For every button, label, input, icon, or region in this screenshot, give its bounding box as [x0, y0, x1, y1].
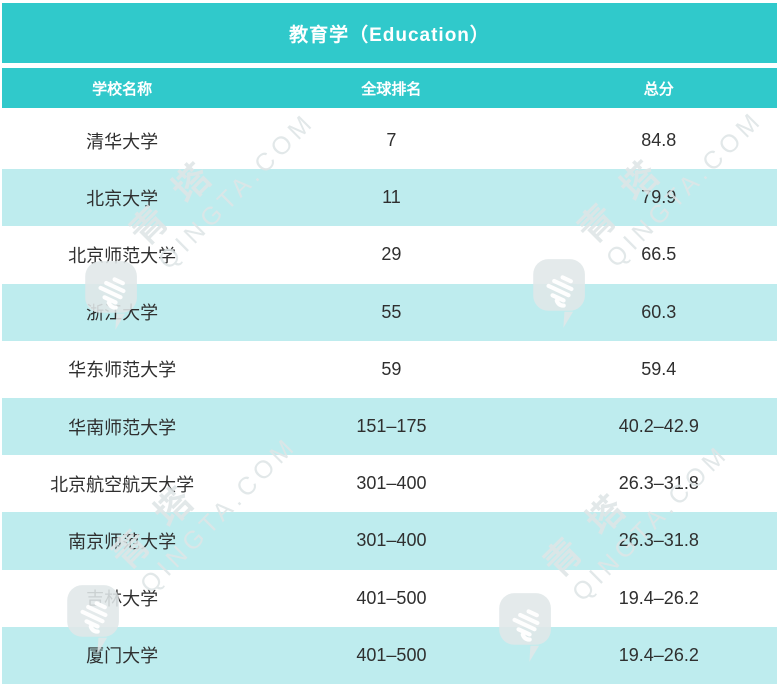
column-header-school-name: 学校名称 — [92, 80, 153, 98]
cell-school-name: 南京师范大学 — [68, 531, 177, 552]
cell-global-rank: 11 — [382, 187, 401, 208]
table-row: 浙江大学 55 60.3 — [2, 283, 777, 341]
cell-school-name: 厦门大学 — [86, 646, 159, 667]
cell-school-name: 北京航空航天大学 — [50, 474, 195, 495]
cell-global-rank: 29 — [381, 244, 402, 265]
cell-school-name: 北京大学 — [86, 188, 159, 209]
table-row: 北京航空航天大学 301–400 26.3–31.8 — [2, 455, 777, 513]
table-row: 厦门大学 401–500 19.4–26.2 — [2, 626, 777, 684]
cell-school-name: 吉林大学 — [86, 589, 159, 610]
cell-global-rank: 401–500 — [356, 644, 427, 665]
cell-total-score: 19.4–26.2 — [618, 644, 699, 665]
cell-global-rank: 301–400 — [356, 530, 427, 551]
cell-global-rank: 7 — [386, 130, 397, 151]
cell-school-name: 清华大学 — [86, 131, 159, 152]
table-row: 华南师范大学 151–175 40.2–42.9 — [2, 397, 777, 456]
cell-global-rank: 55 — [381, 301, 402, 322]
cell-global-rank: 401–500 — [356, 587, 427, 608]
cell-school-name: 华东师范大学 — [68, 360, 177, 381]
column-header-global-rank: 全球排名 — [361, 80, 422, 98]
cell-school-name: 浙江大学 — [86, 303, 159, 324]
cell-global-rank: 151–175 — [356, 416, 427, 437]
cell-global-rank: 59 — [381, 358, 402, 379]
table-header-row: 学校名称 全球排名 总分 — [2, 68, 777, 108]
cell-total-score: 26.3–31.8 — [618, 473, 699, 494]
ranking-table: 教育学（Education） 学校名称 全球排名 总分 清华大学 7 84.8 … — [2, 3, 777, 684]
cell-total-score: 59.4 — [641, 358, 677, 379]
cell-school-name: 华南师范大学 — [68, 417, 177, 438]
cell-total-score: 26.3–31.8 — [618, 530, 699, 551]
cell-total-score: 40.2–42.9 — [618, 416, 699, 437]
table-row: 华东师范大学 59 59.4 — [2, 340, 777, 398]
cell-total-score: 66.5 — [641, 244, 677, 265]
table-row: 北京师范大学 29 66.5 — [2, 226, 777, 284]
cell-total-score: 84.8 — [641, 130, 677, 151]
cell-total-score: 79.9 — [641, 187, 677, 208]
table-row: 清华大学 7 84.8 — [2, 112, 777, 170]
table-row: 北京大学 11 79.9 — [2, 169, 777, 227]
cell-school-name: 北京师范大学 — [68, 245, 177, 266]
table-body: 清华大学 7 84.8 北京大学 11 79.9 北京师范大学 29 66.5 … — [2, 112, 777, 684]
table-row: 南京师范大学 301–400 26.3–31.8 — [2, 512, 777, 570]
column-header-total-score: 总分 — [643, 80, 674, 98]
cell-total-score: 60.3 — [641, 301, 677, 322]
cell-global-rank: 301–400 — [356, 473, 427, 494]
table-row: 吉林大学 401–500 19.4–26.2 — [2, 569, 777, 627]
table-title: 教育学（Education） — [289, 24, 490, 46]
table-title-bar: 教育学（Education） — [2, 3, 777, 63]
cell-total-score: 19.4–26.2 — [618, 587, 699, 608]
